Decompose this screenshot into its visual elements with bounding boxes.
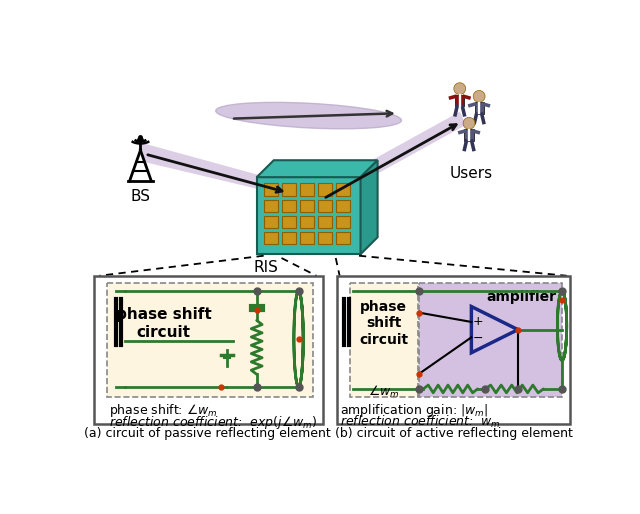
Bar [419, 283, 562, 397]
Text: $\angle w_m$: $\angle w_m$ [368, 383, 399, 400]
Polygon shape [472, 306, 518, 353]
Polygon shape [140, 142, 289, 196]
Text: phase shift
circuit: phase shift circuit [116, 307, 212, 340]
Text: RIS: RIS [253, 260, 278, 276]
Text: (b) circuit of active reflecting element: (b) circuit of active reflecting element [335, 428, 573, 440]
Bar [465, 129, 474, 141]
Circle shape [463, 117, 475, 129]
Text: −: − [472, 333, 483, 345]
Bar [337, 276, 570, 424]
Circle shape [473, 90, 485, 102]
Polygon shape [257, 160, 378, 177]
Text: amplification gain: $|w_m|$: amplification gain: $|w_m|$ [340, 402, 488, 419]
Bar [318, 216, 332, 228]
Bar [282, 232, 296, 244]
Bar [264, 183, 278, 196]
Text: (a) circuit of passive reflecting element: (a) circuit of passive reflecting elemen… [84, 428, 332, 440]
Text: reflection coefficient:  $w_m$: reflection coefficient: $w_m$ [340, 414, 500, 430]
Bar [318, 183, 332, 196]
Bar [282, 183, 296, 196]
Bar [300, 183, 314, 196]
Text: +: + [472, 316, 483, 328]
Text: reflection coefficient:  $exp(j\angle w_m)$: reflection coefficient: $exp(j\angle w_m… [109, 414, 317, 431]
Bar [318, 199, 332, 212]
Polygon shape [320, 112, 466, 202]
Bar [336, 183, 349, 196]
Bar [455, 95, 465, 106]
Bar [282, 216, 296, 228]
Bar [349, 283, 418, 397]
Bar [264, 199, 278, 212]
Text: phase
shift
circuit: phase shift circuit [359, 300, 408, 346]
Bar [264, 232, 278, 244]
Text: Users: Users [450, 166, 493, 180]
Bar [318, 232, 332, 244]
Bar [282, 199, 296, 212]
Bar [107, 283, 312, 397]
Bar [94, 276, 323, 424]
Bar [336, 232, 349, 244]
Ellipse shape [216, 102, 401, 129]
Bar [336, 216, 349, 228]
Circle shape [454, 83, 466, 95]
Bar [300, 216, 314, 228]
Text: phase shift: $\angle w_m$: phase shift: $\angle w_m$ [109, 402, 217, 419]
Bar [300, 199, 314, 212]
Bar [264, 216, 278, 228]
Text: amplifier: amplifier [487, 289, 557, 304]
Polygon shape [257, 177, 360, 254]
Polygon shape [360, 160, 378, 254]
Bar [300, 232, 314, 244]
Bar [336, 199, 349, 212]
Bar [474, 102, 484, 114]
Text: BS: BS [131, 189, 150, 204]
